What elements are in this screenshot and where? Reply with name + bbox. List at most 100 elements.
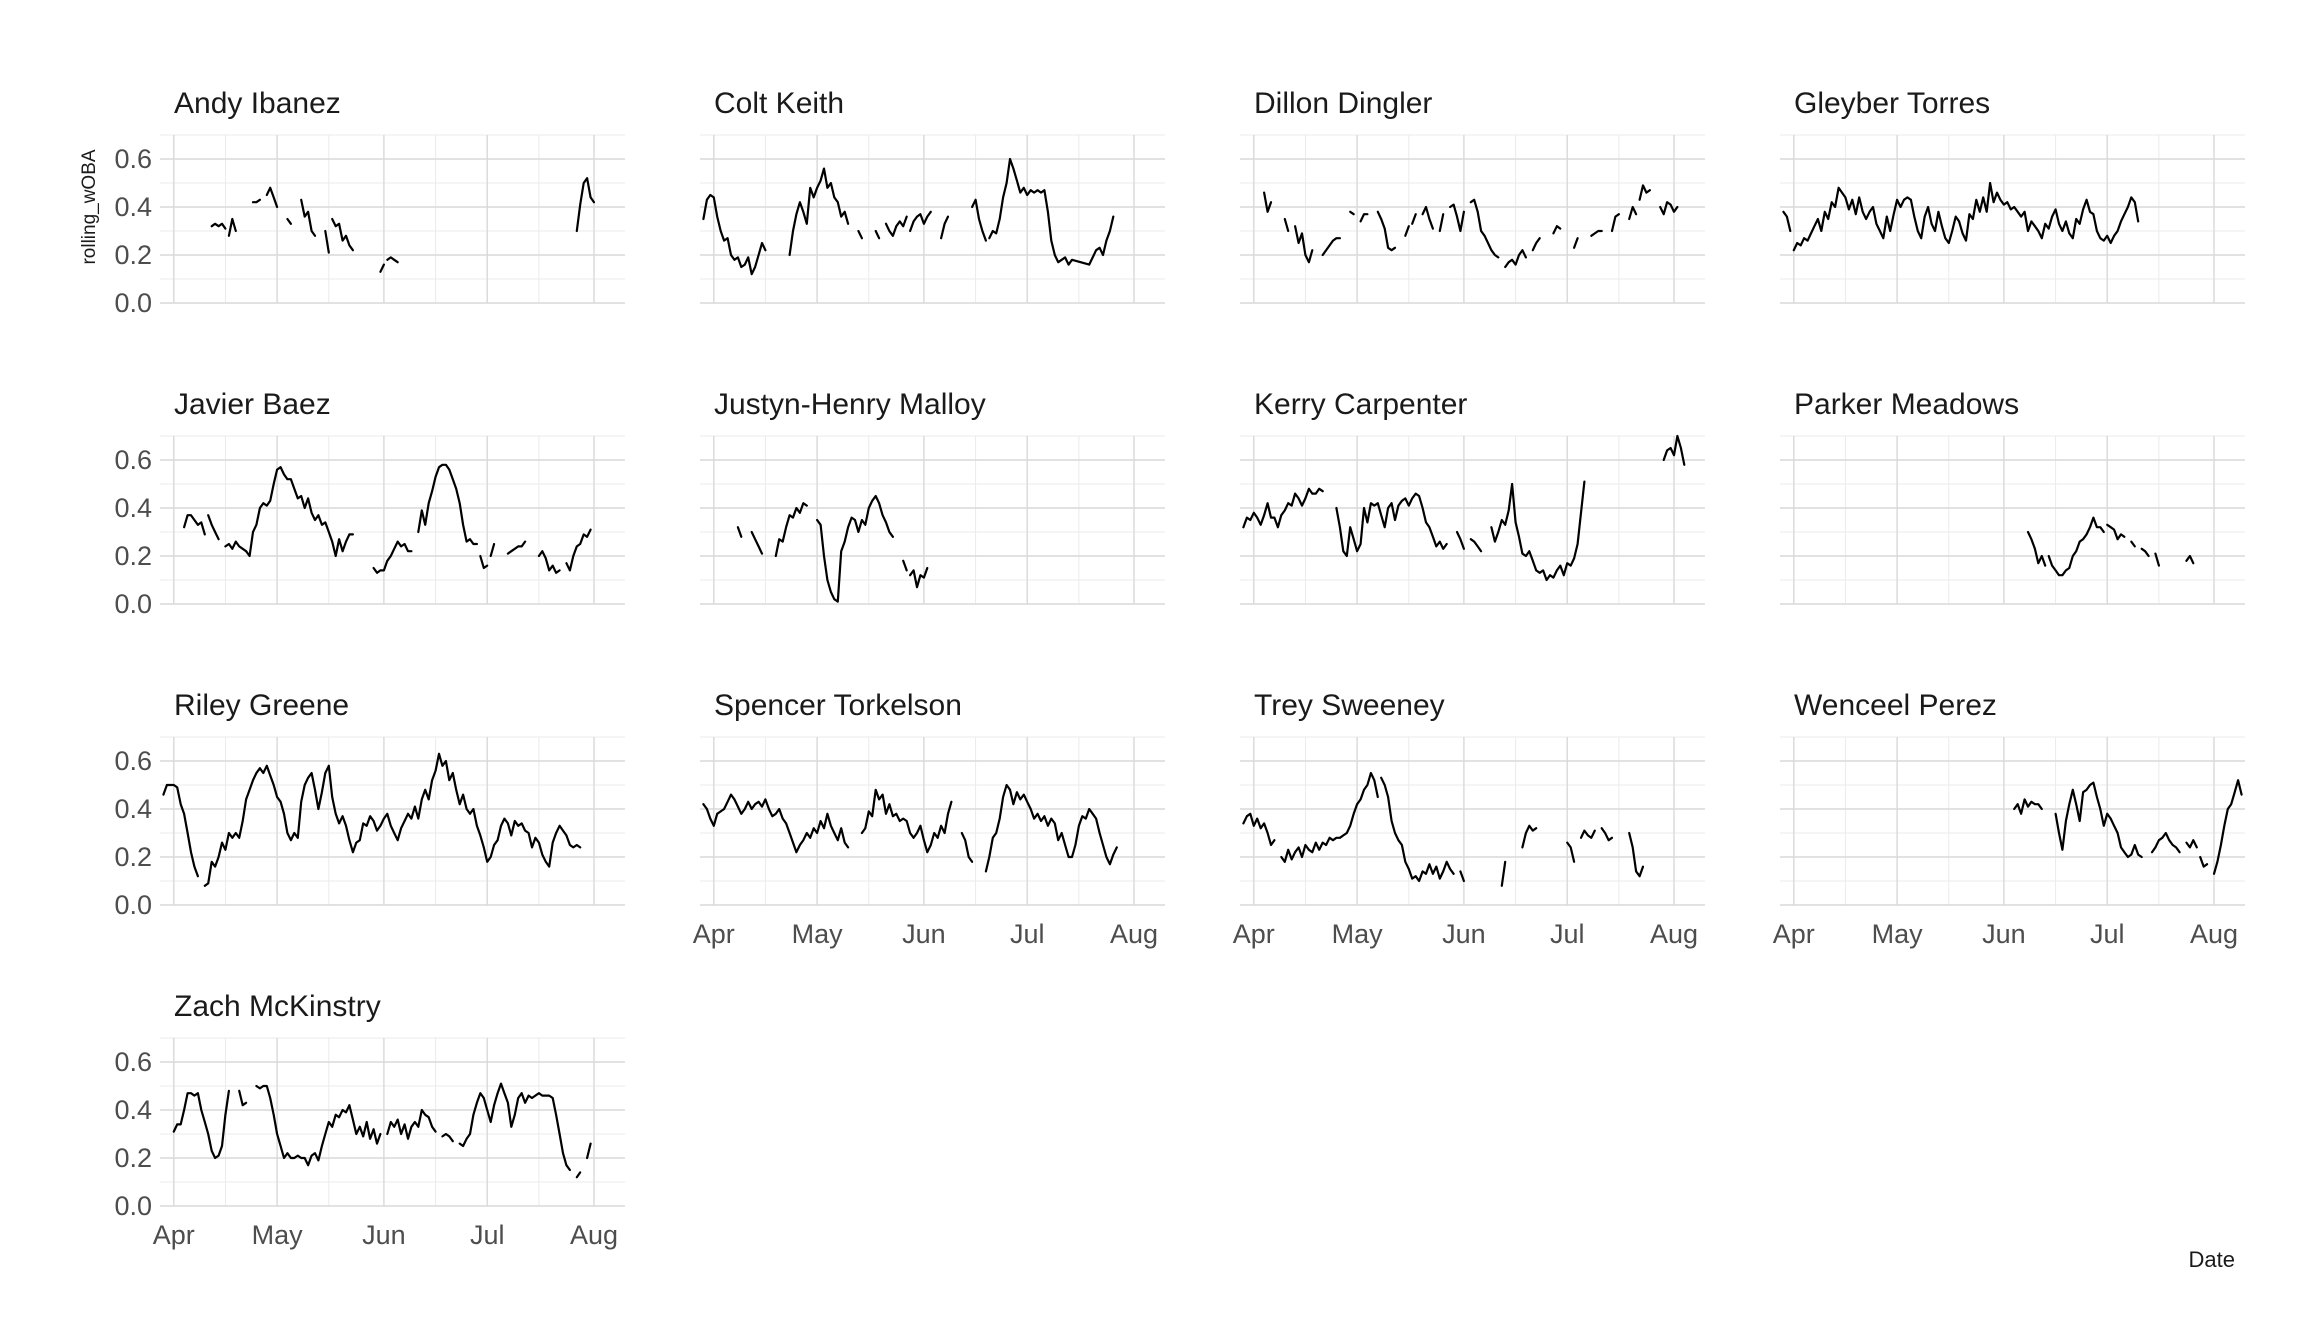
- series-line-segment: [1610, 213, 1620, 233]
- series-line-segment: [2130, 540, 2136, 548]
- x-tick-label: Jul: [2090, 919, 2125, 949]
- panel-title: Dillon Dingler: [1254, 87, 1432, 120]
- panel-title: Kerry Carpenter: [1254, 388, 1467, 421]
- y-tick-label: 0.4: [114, 192, 152, 222]
- series-line-segment: [1531, 237, 1541, 252]
- series-line-segment: [736, 526, 743, 538]
- series-line-segment: [1500, 860, 1507, 887]
- x-tick-label: Jun: [1442, 919, 1486, 949]
- series-line-segment: [857, 229, 863, 240]
- x-tick-label: May: [1332, 919, 1384, 949]
- series-line-segment: [2150, 831, 2181, 854]
- y-tick-label: 0.2: [114, 541, 152, 571]
- series-line-segment: [1242, 487, 1324, 529]
- panel-title: Zach McKinstry: [174, 990, 381, 1023]
- panel-title: Spencer Torkelson: [714, 689, 962, 722]
- series-line-segment: [702, 193, 767, 276]
- series-line-segment: [379, 263, 385, 273]
- facet-panel: Wenceel Perez Apr May Jun Jul Aug: [1773, 689, 2245, 949]
- series-line-segment: [1628, 205, 1638, 221]
- series-line-segment: [2212, 779, 2243, 875]
- x-tick-label: Apr: [1233, 919, 1275, 949]
- y-tick-label: 0.2: [114, 240, 152, 270]
- panel-title: Colt Keith: [714, 87, 844, 120]
- series-line-segment: [1404, 225, 1410, 237]
- x-tick-label: Jul: [1550, 919, 1585, 949]
- series-line-segment: [255, 1084, 382, 1167]
- series-line-segment: [1321, 237, 1341, 257]
- series-line-segment: [1411, 213, 1417, 225]
- series-line-segment: [1521, 824, 1538, 849]
- facet-panel: Dillon Dingler: [1240, 87, 1705, 304]
- series-line-segment: [386, 1108, 437, 1140]
- facet-panel: Justyn-Henry Malloy: [700, 388, 1165, 605]
- panel-title: Wenceel Perez: [1794, 689, 1997, 722]
- series-line-segment: [207, 514, 220, 541]
- y-tick-label: 0.4: [114, 794, 152, 824]
- series-line-segment: [324, 229, 330, 254]
- series-line-segment: [960, 831, 974, 863]
- series-line-segment: [265, 186, 279, 209]
- panel-title: Riley Greene: [174, 689, 349, 722]
- series-line-segment: [1662, 434, 1686, 466]
- series-line-segment: [1590, 229, 1603, 237]
- series-line-segment: [860, 788, 953, 854]
- series-line-segment: [2140, 547, 2150, 558]
- series-line-segment: [2013, 798, 2043, 815]
- series-line-segment: [1552, 225, 1562, 235]
- series-line-segment: [2185, 839, 2198, 849]
- series-line-segment: [940, 215, 950, 240]
- y-tick-label: 0.4: [114, 1095, 152, 1125]
- series-line-segment: [1438, 213, 1445, 233]
- y-axis-title: rolling_wOBA: [79, 149, 100, 264]
- series-line-segment: [1579, 829, 1596, 839]
- series-line-segment: [479, 554, 489, 570]
- facet-panel: Zach McKinstry 0.0 0.2 0.4 0.6 Apr May Jun Jul Au…: [114, 990, 625, 1250]
- series-line-segment: [162, 783, 199, 878]
- y-tick-label: 0.0: [114, 1191, 152, 1221]
- x-tick-label: May: [792, 919, 844, 949]
- series-line-segment: [203, 752, 582, 887]
- x-tick-label: May: [252, 1220, 304, 1250]
- series-line-segment: [2199, 855, 2209, 868]
- facet-panel: Colt Keith: [700, 87, 1165, 304]
- series-line-segment: [750, 530, 764, 555]
- x-tick-label: Jun: [902, 919, 946, 949]
- series-line-segment: [565, 528, 592, 572]
- series-line-segment: [1566, 841, 1576, 863]
- series-line-segment: [902, 559, 908, 572]
- y-tick-label: 0.6: [114, 1047, 152, 1077]
- series-line-segment: [816, 494, 894, 603]
- series-line-segment: [1782, 210, 1792, 233]
- series-line-segment: [1242, 812, 1276, 847]
- panel-title: Justyn-Henry Malloy: [714, 388, 986, 421]
- x-tick-label: Jun: [1982, 919, 2026, 949]
- x-tick-label: May: [1872, 919, 1924, 949]
- series-line-segment: [441, 1132, 454, 1143]
- series-line-segment: [1335, 492, 1448, 558]
- series-line-segment: [251, 198, 261, 204]
- series-line-segment: [1380, 776, 1455, 883]
- series-line-segment: [988, 157, 1115, 266]
- series-line-segment: [2047, 516, 2105, 577]
- y-tick-label: 0.0: [114, 890, 152, 920]
- x-tick-label: Jul: [470, 1220, 505, 1250]
- series-line-segment: [1283, 217, 1290, 233]
- x-tick-label: Aug: [1110, 919, 1158, 949]
- facet-panel: Trey Sweeney Apr May Jun Jul Aug: [1233, 689, 1705, 949]
- panel-title: Gleyber Torres: [1794, 87, 1990, 120]
- x-tick-label: Apr: [693, 919, 735, 949]
- series-line-segment: [1469, 198, 1500, 259]
- x-tick-label: Jun: [362, 1220, 406, 1250]
- series-line-segment: [417, 463, 478, 546]
- series-line-segment: [1490, 480, 1586, 582]
- series-line-segment: [1376, 210, 1397, 252]
- series-line-segment: [1359, 213, 1369, 223]
- series-line-segment: [2185, 554, 2195, 565]
- series-line-segment: [1349, 210, 1355, 216]
- series-line-segment: [1573, 237, 1579, 249]
- series-line-segment: [2026, 530, 2047, 567]
- panel-title: Andy Ibanez: [174, 87, 341, 120]
- series-line-segment: [874, 229, 881, 240]
- facet-panel: Gleyber Torres: [1780, 87, 2245, 304]
